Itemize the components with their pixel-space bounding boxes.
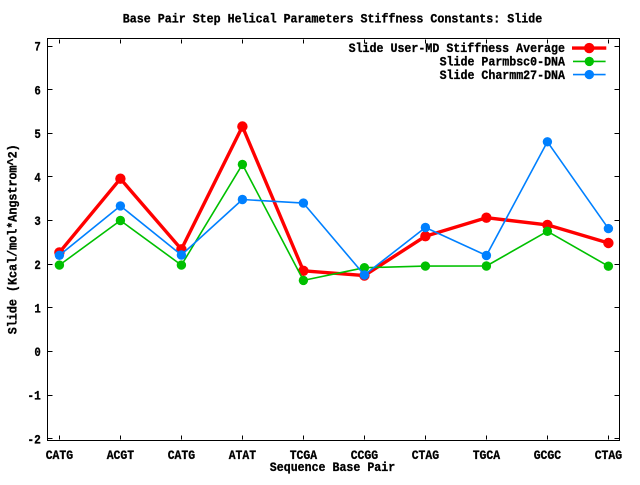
svg-text:CATG: CATG bbox=[46, 449, 73, 463]
svg-text:ATAT: ATAT bbox=[229, 449, 257, 463]
svg-text:1: 1 bbox=[34, 302, 41, 316]
svg-text:CTAG: CTAG bbox=[595, 449, 622, 463]
svg-text:6: 6 bbox=[34, 84, 40, 98]
svg-text:TCGA: TCGA bbox=[290, 449, 318, 463]
svg-text:0: 0 bbox=[34, 346, 40, 360]
svg-text:ACGT: ACGT bbox=[107, 449, 135, 463]
svg-text:CATG: CATG bbox=[168, 449, 195, 463]
svg-text:Sequence Base Pair: Sequence Base Pair bbox=[270, 461, 395, 475]
svg-text:5: 5 bbox=[34, 128, 40, 142]
svg-text:GCGC: GCGC bbox=[534, 449, 562, 463]
svg-text:Slide (Kcal/mol*Angstrom^2): Slide (Kcal/mol*Angstrom^2) bbox=[7, 144, 21, 334]
svg-text:CTAG: CTAG bbox=[412, 449, 439, 463]
svg-text:7: 7 bbox=[34, 41, 40, 55]
svg-text:CCGG: CCGG bbox=[351, 449, 378, 463]
svg-text:Slide Parmbsc0-DNA: Slide Parmbsc0-DNA bbox=[440, 56, 566, 70]
svg-text:3: 3 bbox=[34, 215, 40, 229]
svg-text:-1: -1 bbox=[27, 390, 41, 404]
svg-text:2: 2 bbox=[34, 259, 40, 273]
svg-text:TGCA: TGCA bbox=[473, 449, 501, 463]
svg-text:Base Pair Step Helical Paramet: Base Pair Step Helical Parameters Stiffn… bbox=[123, 12, 542, 26]
svg-text:-2: -2 bbox=[27, 433, 40, 447]
svg-text:Slide Charmm27-DNA: Slide Charmm27-DNA bbox=[440, 69, 566, 83]
svg-text:4: 4 bbox=[34, 172, 41, 186]
svg-text:Slide User-MD Stiffness Averag: Slide User-MD Stiffness Average bbox=[349, 42, 565, 56]
